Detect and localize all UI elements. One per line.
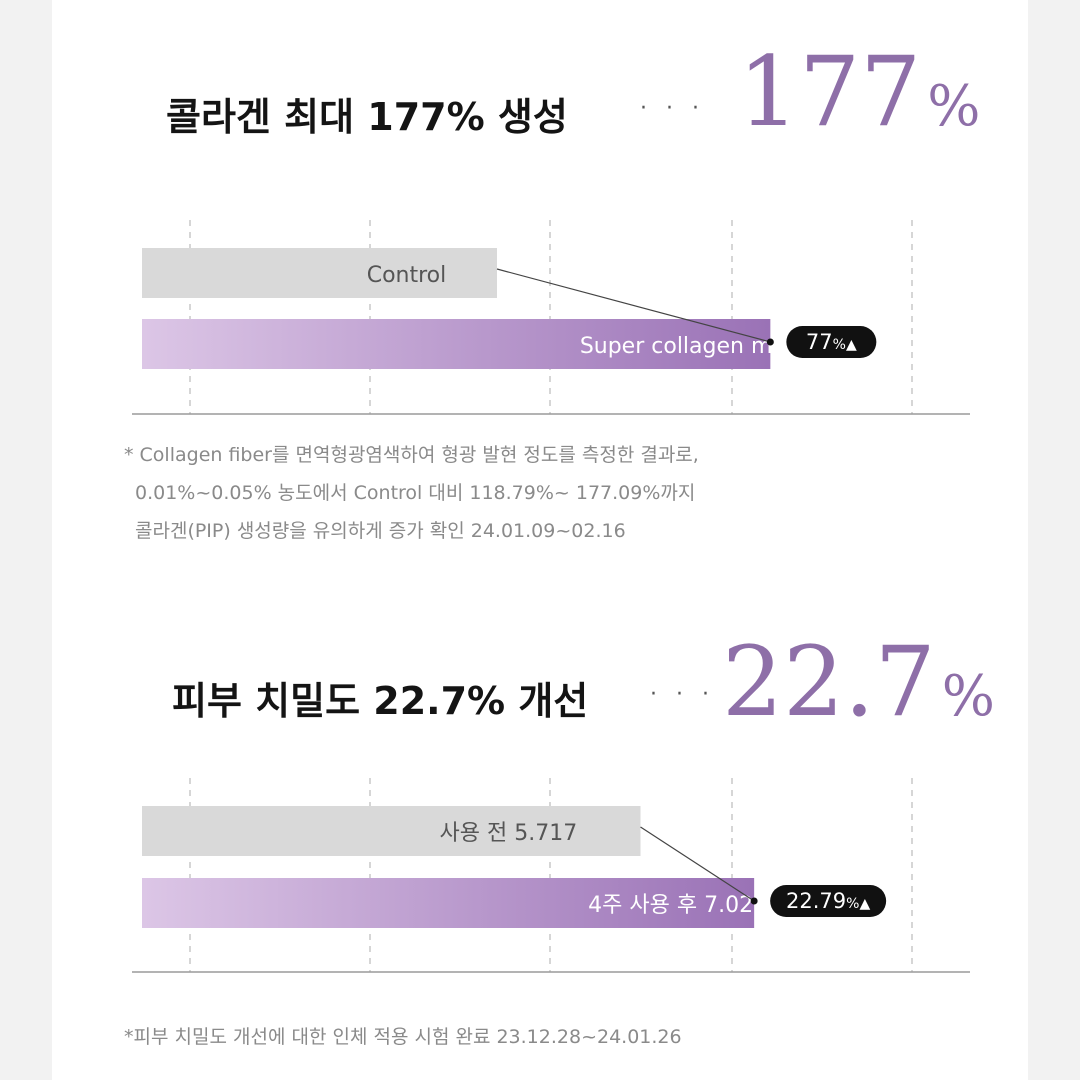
big-stat-number: 177: [738, 36, 922, 148]
bar-label-before: Control: [367, 263, 447, 288]
connector-line: [640, 826, 755, 902]
big-stat-unit: %: [927, 74, 981, 139]
footnote-line: 콜라겐(PIP) 생성량을 유의하게 증가 확인 24.01.09~02.16: [135, 520, 626, 542]
up-arrow-icon: ▲: [846, 337, 857, 353]
bar-label-after: 4주 사용 후 7.020: [588, 893, 767, 918]
dots-separator: · · ·: [640, 96, 705, 121]
footnote-density: *피부 치밀도 개선에 대한 인체 적용 시험 완료 23.12.28~24.0…: [124, 1018, 682, 1056]
big-stat-collagen: 177%: [738, 44, 980, 140]
footnote-line: *피부 치밀도 개선에 대한 인체 적용 시험 완료 23.12.28~24.0…: [124, 1026, 682, 1048]
big-stat-density: 22.7%: [722, 634, 995, 730]
bar-before: [142, 806, 641, 856]
increase-badge: [770, 885, 887, 917]
badge-value: 22.79: [786, 889, 846, 913]
bar-after: [142, 319, 771, 369]
up-arrow-icon: ▲: [859, 896, 870, 912]
footnote-collagen: * Collagen fiber를 면역형광염색하여 형광 발현 정도를 측정한…: [124, 436, 699, 550]
increase-badge: [786, 326, 877, 358]
headline-collagen: 콜라겐 최대 177% 생성: [166, 95, 568, 139]
badge-unit: %: [846, 896, 859, 912]
badge-value: 77: [806, 330, 833, 354]
dots-separator: · · ·: [650, 682, 715, 707]
bar-label-after: Super collagen mask: [580, 334, 811, 359]
badge-unit: %: [833, 337, 846, 353]
big-stat-number: 22.7: [722, 626, 936, 738]
connector-dot: [750, 897, 758, 905]
headline-density: 피부 치밀도 22.7% 개선: [172, 679, 589, 723]
connector-line: [496, 268, 771, 343]
bar-label-before: 사용 전 5.717: [440, 821, 578, 846]
badge-text: 77%▲: [806, 330, 857, 354]
connector-dot: [766, 338, 774, 346]
bar-after: [142, 878, 755, 928]
badge-text: 22.79%▲: [786, 889, 870, 913]
big-stat-unit: %: [941, 664, 995, 729]
footnote-line: 0.01%~0.05% 농도에서 Control 대비 118.79%~ 177…: [135, 482, 696, 504]
footnote-line: * Collagen fiber를 면역형광염색하여 형광 발현 정도를 측정한…: [124, 444, 699, 466]
bar-before: [142, 248, 497, 298]
